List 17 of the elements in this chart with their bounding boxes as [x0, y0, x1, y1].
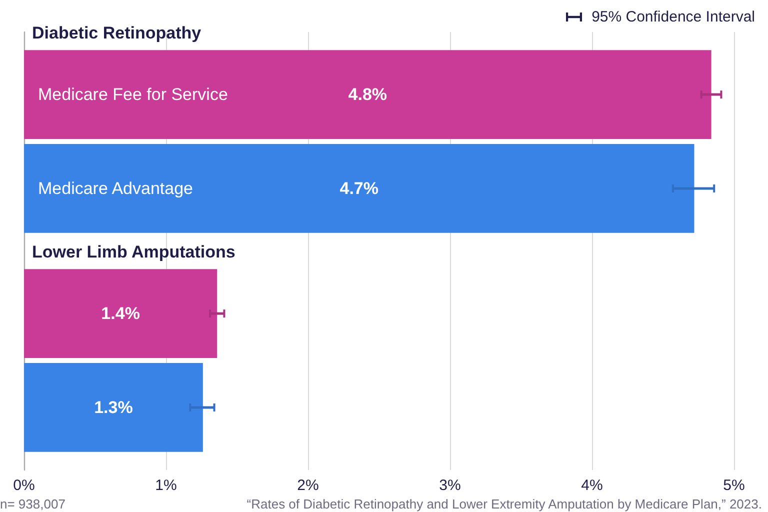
- y-tick-label: Lower Limb Amputations: [32, 242, 236, 262]
- x-tick-label: 5%: [723, 477, 745, 494]
- text: “Rates of Diabetic Retinopathy and Lower Extremity Amputation by Medicare Plan,” 2023.: [246, 496, 762, 512]
- y-tick-label: Diabetic Retinopathy: [32, 24, 202, 43]
- series-label: Medicare Advantage: [38, 178, 193, 198]
- x-tick-label: 3%: [439, 477, 461, 494]
- x-tick-label: 1%: [155, 477, 177, 494]
- data-label: 4.7%: [340, 178, 378, 198]
- data-label: 1.3%: [94, 398, 133, 417]
- data-label: 1.4%: [101, 304, 140, 324]
- x-tick-label: 4%: [581, 477, 603, 494]
- text: 95% Confidence Interval: [592, 8, 755, 26]
- series-label: Medicare Fee for Service: [38, 85, 228, 104]
- text: n= 938,007: [0, 496, 66, 512]
- data-label: 4.8%: [348, 85, 388, 104]
- x-tick-label: 0%: [13, 477, 35, 494]
- x-tick-label: 2%: [297, 477, 319, 494]
